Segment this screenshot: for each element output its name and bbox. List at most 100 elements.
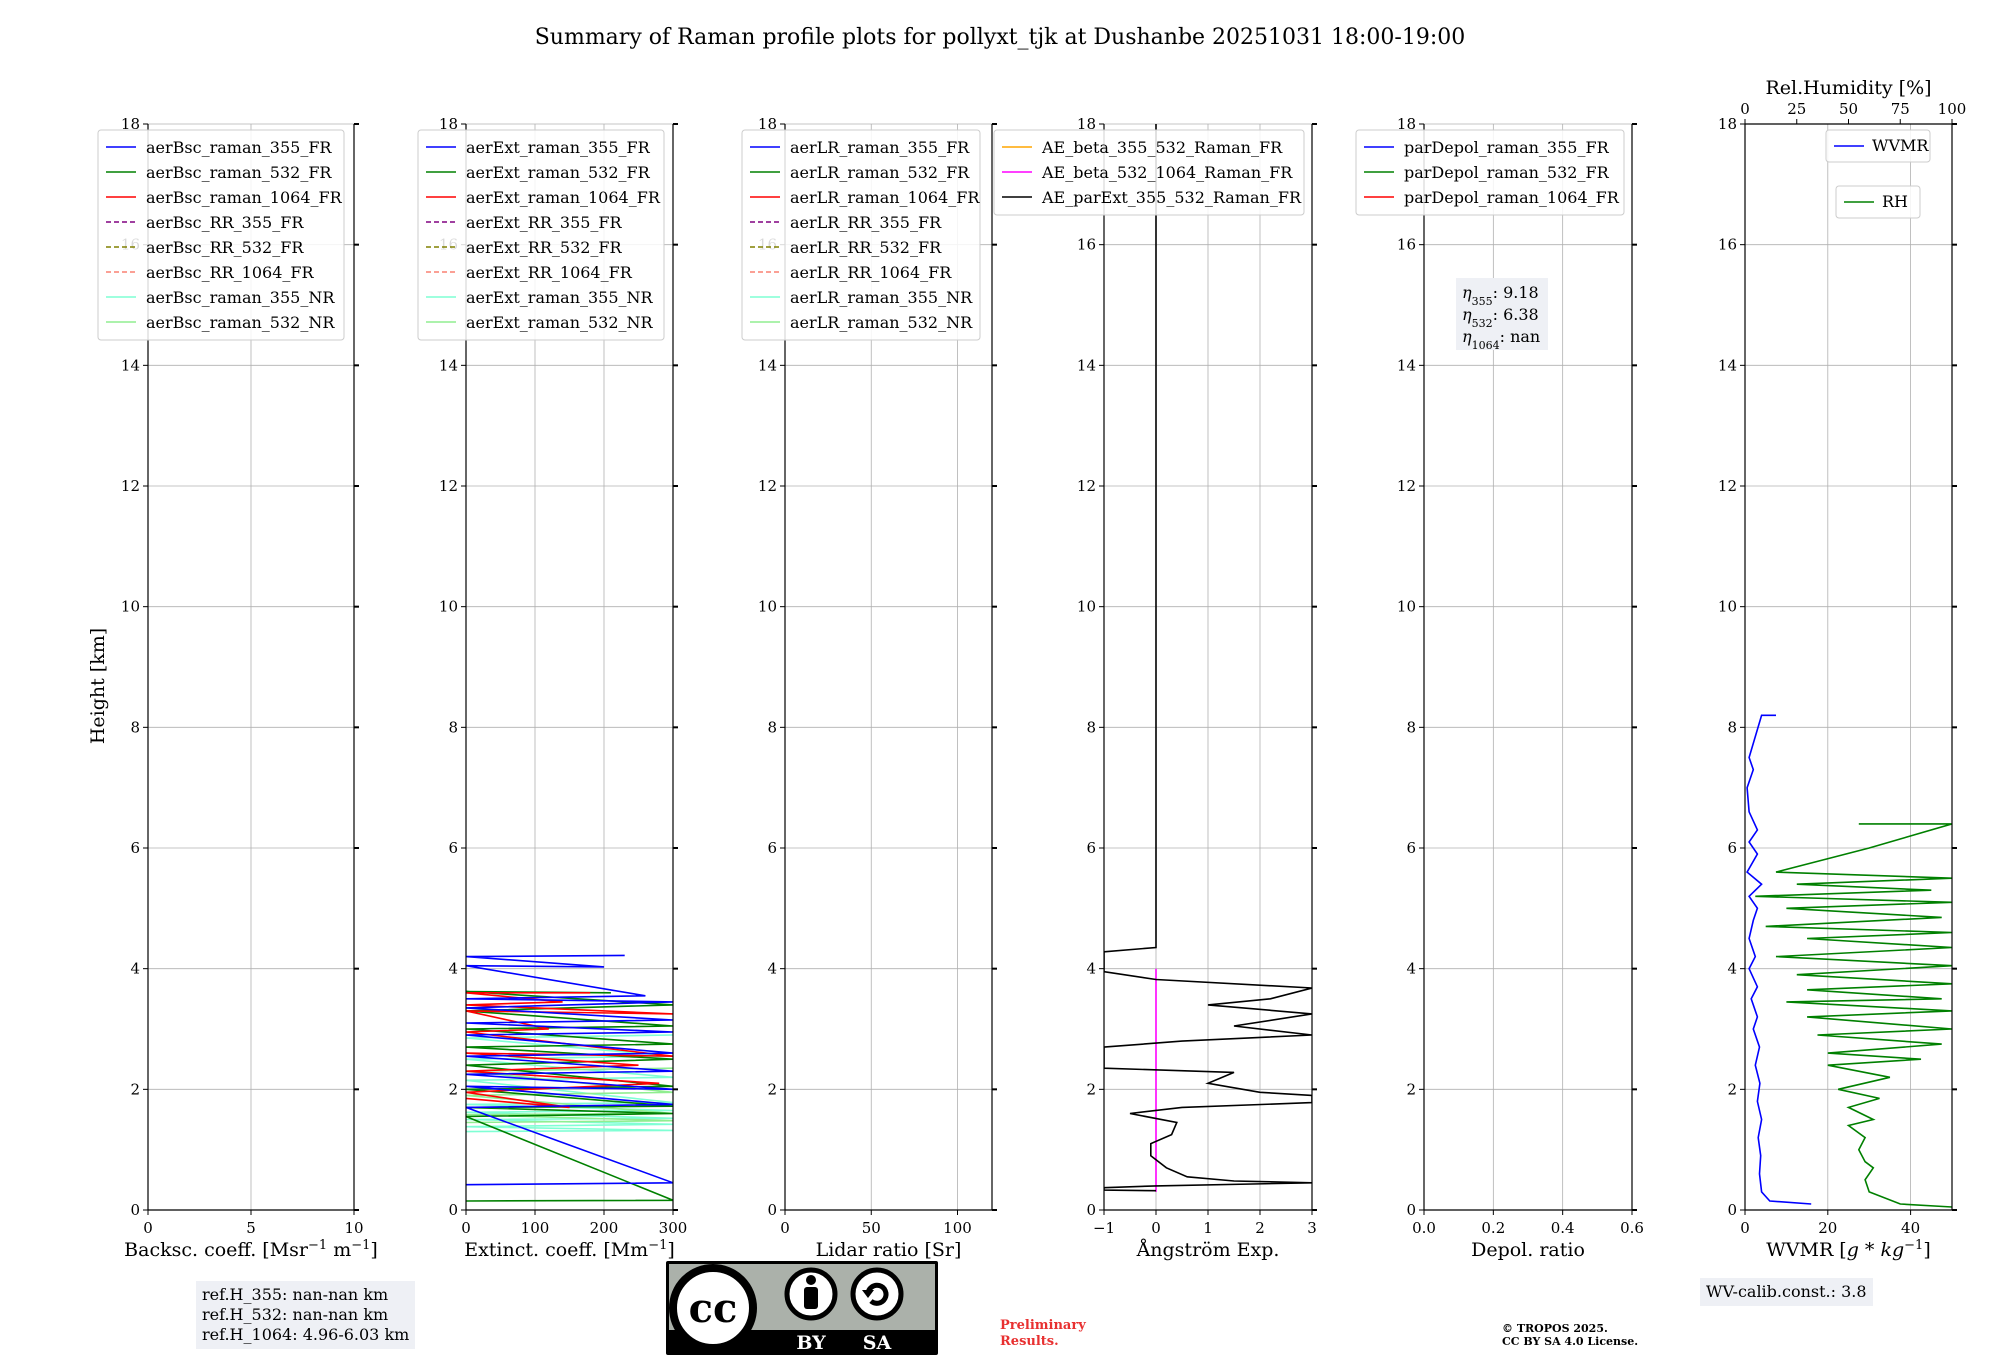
x-axis-label: Backsc. coeff. [Msr−1 m−1] xyxy=(124,1238,378,1262)
eta-background xyxy=(1456,278,1548,350)
y-tick-label: 4 xyxy=(767,960,777,978)
legend-label: aerBsc_RR_532_FR xyxy=(146,238,304,257)
x-tick-label: 200 xyxy=(590,1219,619,1237)
y-tick-label: 10 xyxy=(439,598,458,616)
legend-label: aerLR_raman_532_NR xyxy=(790,313,973,332)
x-tick-label: 5 xyxy=(246,1219,256,1237)
y-tick-label: 18 xyxy=(1397,115,1416,133)
x-tick-label: 0 xyxy=(780,1219,790,1237)
legend-label: aerBsc_raman_1064_FR xyxy=(146,188,343,207)
x-tick-label: 100 xyxy=(943,1219,972,1237)
eta-1064: η1064: nan xyxy=(1462,327,1540,352)
panels: 0246810121416180510Backsc. coeff. [Msr−1… xyxy=(97,77,1966,1262)
x-tick-label: 100 xyxy=(521,1219,550,1237)
legend-label: parDepol_raman_532_FR xyxy=(1404,163,1610,182)
legend-label: aerExt_raman_532_NR xyxy=(466,313,654,332)
eta-532: η532: 6.38 xyxy=(1462,305,1539,330)
figure-title: Summary of Raman profile plots for polly… xyxy=(535,25,1466,50)
y-tick-label: 18 xyxy=(1718,115,1737,133)
wv-calibration-box: WV-calib.const.: 3.8 xyxy=(1700,1278,1873,1306)
y-tick-label: 2 xyxy=(767,1080,777,1098)
y-tick-label: 10 xyxy=(1077,598,1096,616)
y-tick-label: 18 xyxy=(439,115,458,133)
legend-label: aerLR_RR_355_FR xyxy=(790,213,942,232)
preliminary-line2: Results. xyxy=(1000,1334,1059,1349)
y-tick-label: 14 xyxy=(439,356,458,374)
legend-box xyxy=(741,129,981,341)
top-tick-label: 50 xyxy=(1839,100,1858,118)
x-tick-label: 0 xyxy=(1151,1219,1161,1237)
legend-label: AE_beta_532_1064_Raman_FR xyxy=(1041,163,1293,182)
cc-circle-icon xyxy=(669,1264,757,1352)
legend-label: aerBsc_raman_355_NR xyxy=(146,288,335,307)
y-tick-label: 18 xyxy=(758,115,777,133)
legend-label: aerLR_RR_1064_FR xyxy=(790,263,952,282)
legend-label: aerBsc_RR_1064_FR xyxy=(146,263,315,282)
copyright-line1: © TROPOS 2025. xyxy=(1502,1322,1608,1335)
legend-label: aerExt_raman_355_FR xyxy=(466,138,651,157)
x-tick-label: 50 xyxy=(862,1219,881,1237)
y-tick-label: 14 xyxy=(758,356,777,374)
y-tick-label: 16 xyxy=(1718,236,1737,254)
y-tick-label: 12 xyxy=(758,477,777,495)
legend-label: AE_parExt_355_532_Raman_FR xyxy=(1041,188,1302,207)
legend-WVMR: WVMR xyxy=(1825,129,1931,163)
cc-text: cc xyxy=(689,1285,738,1332)
y-tick-label: 4 xyxy=(448,960,458,978)
legend-label: aerExt_raman_1064_FR xyxy=(466,188,661,207)
top-tick-label: 100 xyxy=(1938,100,1967,118)
x-tick-label: 10 xyxy=(344,1219,363,1237)
y-tick-label: 6 xyxy=(1406,839,1416,857)
y-tick-label: 0 xyxy=(1086,1201,1096,1219)
legend-label: WVMR xyxy=(1872,136,1929,155)
eta-355: η355: 9.18 xyxy=(1462,283,1539,308)
y-tick-label: 0 xyxy=(1727,1201,1737,1219)
ref-h-532: ref.H_532: nan-nan km xyxy=(202,1305,389,1324)
panel-backscatter: 0246810121416180510Backsc. coeff. [Msr−1… xyxy=(97,115,378,1262)
x-tick-label: 300 xyxy=(659,1219,688,1237)
x-tick-label: 0.6 xyxy=(1620,1219,1644,1237)
y-tick-label: 18 xyxy=(121,115,140,133)
y-tick-label: 2 xyxy=(448,1080,458,1098)
legend-label: aerExt_RR_355_FR xyxy=(466,213,623,232)
y-tick-label: 8 xyxy=(1727,718,1737,736)
legend-label: aerLR_raman_355_FR xyxy=(790,138,970,157)
top-axis-label: Rel.Humidity [%] xyxy=(1765,77,1931,99)
y-tick-label: 12 xyxy=(1397,477,1416,495)
legend-label: parDepol_raman_355_FR xyxy=(1404,138,1610,157)
y-tick-label: 6 xyxy=(130,839,140,857)
y-tick-label: 2 xyxy=(1727,1080,1737,1098)
y-tick-label: 0 xyxy=(767,1201,777,1219)
legend-label: aerLR_raman_355_NR xyxy=(790,288,973,307)
x-tick-label: 3 xyxy=(1307,1219,1317,1237)
legend-label: aerLR_RR_532_FR xyxy=(790,238,942,257)
x-axis-label: Lidar ratio [Sr] xyxy=(816,1239,962,1261)
x-tick-label: 0.0 xyxy=(1412,1219,1436,1237)
y-tick-label: 8 xyxy=(448,718,458,736)
legend-label: aerBsc_raman_355_FR xyxy=(146,138,332,157)
legend: aerLR_raman_355_FR aerLR_raman_532_FR aerL… xyxy=(741,129,981,341)
legend-box xyxy=(1825,129,1931,163)
x-tick-label: 1 xyxy=(1203,1219,1213,1237)
legend-label: aerExt_raman_532_FR xyxy=(466,163,651,182)
legend-label: aerExt_RR_1064_FR xyxy=(466,263,633,282)
series-group xyxy=(1746,714,1952,1208)
legend-label: AE_beta_355_532_Raman_FR xyxy=(1041,138,1283,157)
legend-label: aerExt_raman_355_NR xyxy=(466,288,654,307)
y-tick-label: 0 xyxy=(130,1201,140,1219)
legend-label: aerBsc_RR_355_FR xyxy=(146,213,304,232)
y-tick-label: 4 xyxy=(1086,960,1096,978)
y-tick-label: 4 xyxy=(130,960,140,978)
y-tick-label: 14 xyxy=(1718,356,1737,374)
legend-box xyxy=(1835,185,1921,219)
legend-box xyxy=(1355,129,1625,216)
y-tick-label: 4 xyxy=(1727,960,1737,978)
x-tick-label: −1 xyxy=(1093,1219,1115,1237)
legend-label: aerLR_raman_532_FR xyxy=(790,163,970,182)
y-tick-label: 10 xyxy=(758,598,777,616)
y-tick-label: 10 xyxy=(1397,598,1416,616)
y-tick-label: 10 xyxy=(121,598,140,616)
